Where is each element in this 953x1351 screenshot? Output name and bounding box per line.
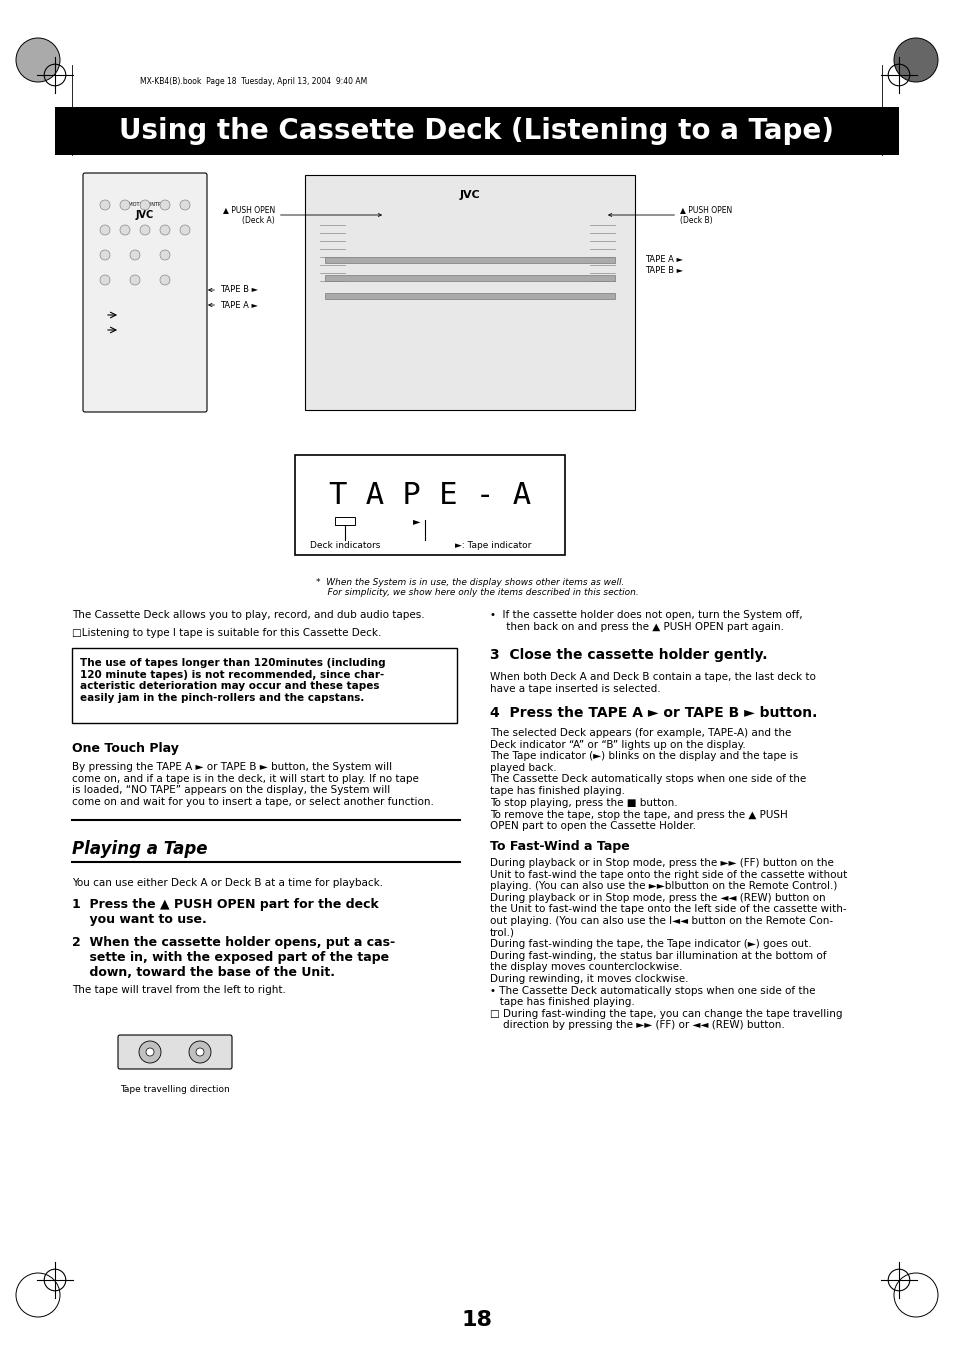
Text: 18: 18 bbox=[461, 1310, 492, 1329]
Text: By pressing the TAPE A ► or TAPE B ► button, the System will
come on, and if a t: By pressing the TAPE A ► or TAPE B ► but… bbox=[71, 762, 434, 807]
Text: T A P E - A: T A P E - A bbox=[329, 481, 531, 509]
Circle shape bbox=[120, 226, 130, 235]
Text: The use of tapes longer than 120minutes (including
120 minute tapes) is not reco: The use of tapes longer than 120minutes … bbox=[80, 658, 385, 703]
Text: Deck indicators: Deck indicators bbox=[310, 540, 380, 550]
Text: ►: ► bbox=[413, 516, 420, 526]
Circle shape bbox=[100, 276, 110, 285]
Text: JVC: JVC bbox=[135, 209, 154, 220]
Text: ▲ PUSH OPEN
(Deck A): ▲ PUSH OPEN (Deck A) bbox=[222, 205, 381, 224]
Circle shape bbox=[100, 250, 110, 259]
Circle shape bbox=[160, 250, 170, 259]
Text: ►: Tape indicator: ►: Tape indicator bbox=[455, 540, 531, 550]
Circle shape bbox=[100, 226, 110, 235]
FancyBboxPatch shape bbox=[118, 1035, 232, 1069]
Bar bbox=[71, 648, 456, 723]
Text: 4  Press the TAPE A ► or TAPE B ► button.: 4 Press the TAPE A ► or TAPE B ► button. bbox=[490, 707, 817, 720]
Circle shape bbox=[100, 200, 110, 209]
Circle shape bbox=[160, 276, 170, 285]
Circle shape bbox=[16, 1273, 60, 1317]
Circle shape bbox=[16, 38, 60, 82]
Circle shape bbox=[139, 1042, 161, 1063]
FancyBboxPatch shape bbox=[83, 173, 207, 412]
Text: 1  Press the ▲ PUSH OPEN part for the deck
    you want to use.: 1 Press the ▲ PUSH OPEN part for the dec… bbox=[71, 898, 378, 925]
Text: The Cassette Deck allows you to play, record, and dub audio tapes.: The Cassette Deck allows you to play, re… bbox=[71, 611, 424, 620]
Circle shape bbox=[189, 1042, 211, 1063]
Text: Playing a Tape: Playing a Tape bbox=[71, 840, 208, 858]
Text: Tape travelling direction: Tape travelling direction bbox=[120, 1085, 230, 1094]
Circle shape bbox=[160, 200, 170, 209]
Text: The tape will travel from the left to right.: The tape will travel from the left to ri… bbox=[71, 985, 286, 994]
Bar bbox=[294, 455, 564, 555]
Text: *  When the System is in use, the display shows other items as well.
    For sim: * When the System is in use, the display… bbox=[315, 578, 639, 597]
Text: The selected Deck appears (for example, TAPE-A) and the
Deck indicator “A” or “B: The selected Deck appears (for example, … bbox=[490, 728, 805, 796]
Bar bbox=[325, 257, 615, 263]
Text: To Fast-Wind a Tape: To Fast-Wind a Tape bbox=[490, 840, 629, 852]
Circle shape bbox=[140, 200, 150, 209]
Circle shape bbox=[180, 200, 190, 209]
Text: •  If the cassette holder does not open, turn the System off,
     then back on : • If the cassette holder does not open, … bbox=[490, 611, 801, 632]
Bar bbox=[55, 107, 898, 155]
Text: JVC: JVC bbox=[459, 190, 480, 200]
Text: Using the Cassette Deck (Listening to a Tape): Using the Cassette Deck (Listening to a … bbox=[119, 118, 834, 145]
Text: MX-KB4(B).book  Page 18  Tuesday, April 13, 2004  9:40 AM: MX-KB4(B).book Page 18 Tuesday, April 13… bbox=[140, 77, 367, 86]
Text: ▲ PUSH OPEN
(Deck B): ▲ PUSH OPEN (Deck B) bbox=[608, 205, 732, 224]
Circle shape bbox=[893, 1273, 937, 1317]
Text: 2  When the cassette holder opens, put a cas-
    sette in, with the exposed par: 2 When the cassette holder opens, put a … bbox=[71, 936, 395, 979]
Text: □Listening to type I tape is suitable for this Cassette Deck.: □Listening to type I tape is suitable fo… bbox=[71, 628, 381, 638]
Circle shape bbox=[160, 226, 170, 235]
Text: TAPE B ►: TAPE B ► bbox=[209, 285, 258, 295]
Text: 3  Close the cassette holder gently.: 3 Close the cassette holder gently. bbox=[490, 648, 767, 662]
Text: During playback or in Stop mode, press the ►► (FF) button on the
Unit to fast-wi: During playback or in Stop mode, press t… bbox=[490, 858, 846, 1031]
Bar bbox=[335, 517, 355, 526]
Circle shape bbox=[130, 276, 140, 285]
Text: You can use either Deck A or Deck B at a time for playback.: You can use either Deck A or Deck B at a… bbox=[71, 878, 383, 888]
Text: When both Deck A and Deck B contain a tape, the last deck to
have a tape inserte: When both Deck A and Deck B contain a ta… bbox=[490, 671, 815, 693]
Bar bbox=[325, 293, 615, 299]
Circle shape bbox=[893, 38, 937, 82]
Circle shape bbox=[140, 226, 150, 235]
Text: TAPE A ►
TAPE B ►: TAPE A ► TAPE B ► bbox=[644, 255, 682, 274]
Circle shape bbox=[180, 226, 190, 235]
Circle shape bbox=[120, 200, 130, 209]
Circle shape bbox=[146, 1048, 153, 1056]
Text: TAPE A ►: TAPE A ► bbox=[209, 300, 257, 309]
Circle shape bbox=[130, 250, 140, 259]
FancyBboxPatch shape bbox=[305, 176, 635, 409]
Circle shape bbox=[195, 1048, 204, 1056]
Text: One Touch Play: One Touch Play bbox=[71, 742, 179, 755]
Text: To stop playing, press the ■ button.
To remove the tape, stop the tape, and pres: To stop playing, press the ■ button. To … bbox=[490, 798, 787, 831]
Text: REMOTE CONTROL: REMOTE CONTROL bbox=[122, 203, 168, 208]
Bar bbox=[325, 276, 615, 281]
